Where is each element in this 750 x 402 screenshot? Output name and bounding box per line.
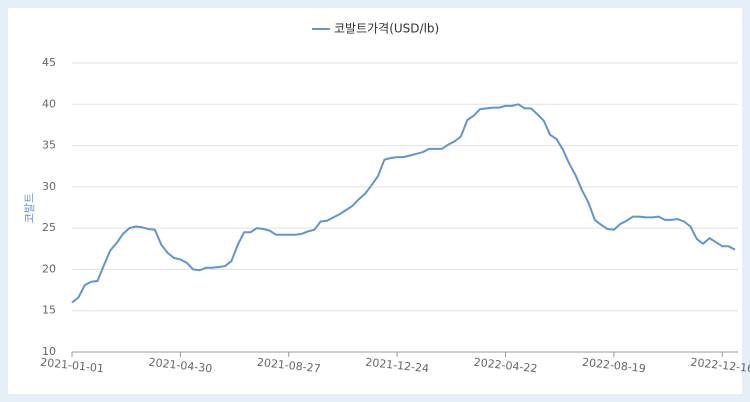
y-tick-label: 25 [42,221,56,234]
y-tick-label: 35 [42,139,56,152]
y-tick-label: 45 [42,56,56,69]
y-tick-label: 20 [42,262,56,275]
y-axis-title: 코발트 [23,193,36,223]
y-tick-label: 10 [42,345,56,358]
y-tick-label: 40 [42,97,56,110]
y-tick-label: 15 [42,304,56,317]
panel [8,8,742,394]
y-tick-label: 30 [42,180,56,193]
line-series [71,103,736,304]
legend-label: 코발트가격(USD/lb) [334,22,439,36]
